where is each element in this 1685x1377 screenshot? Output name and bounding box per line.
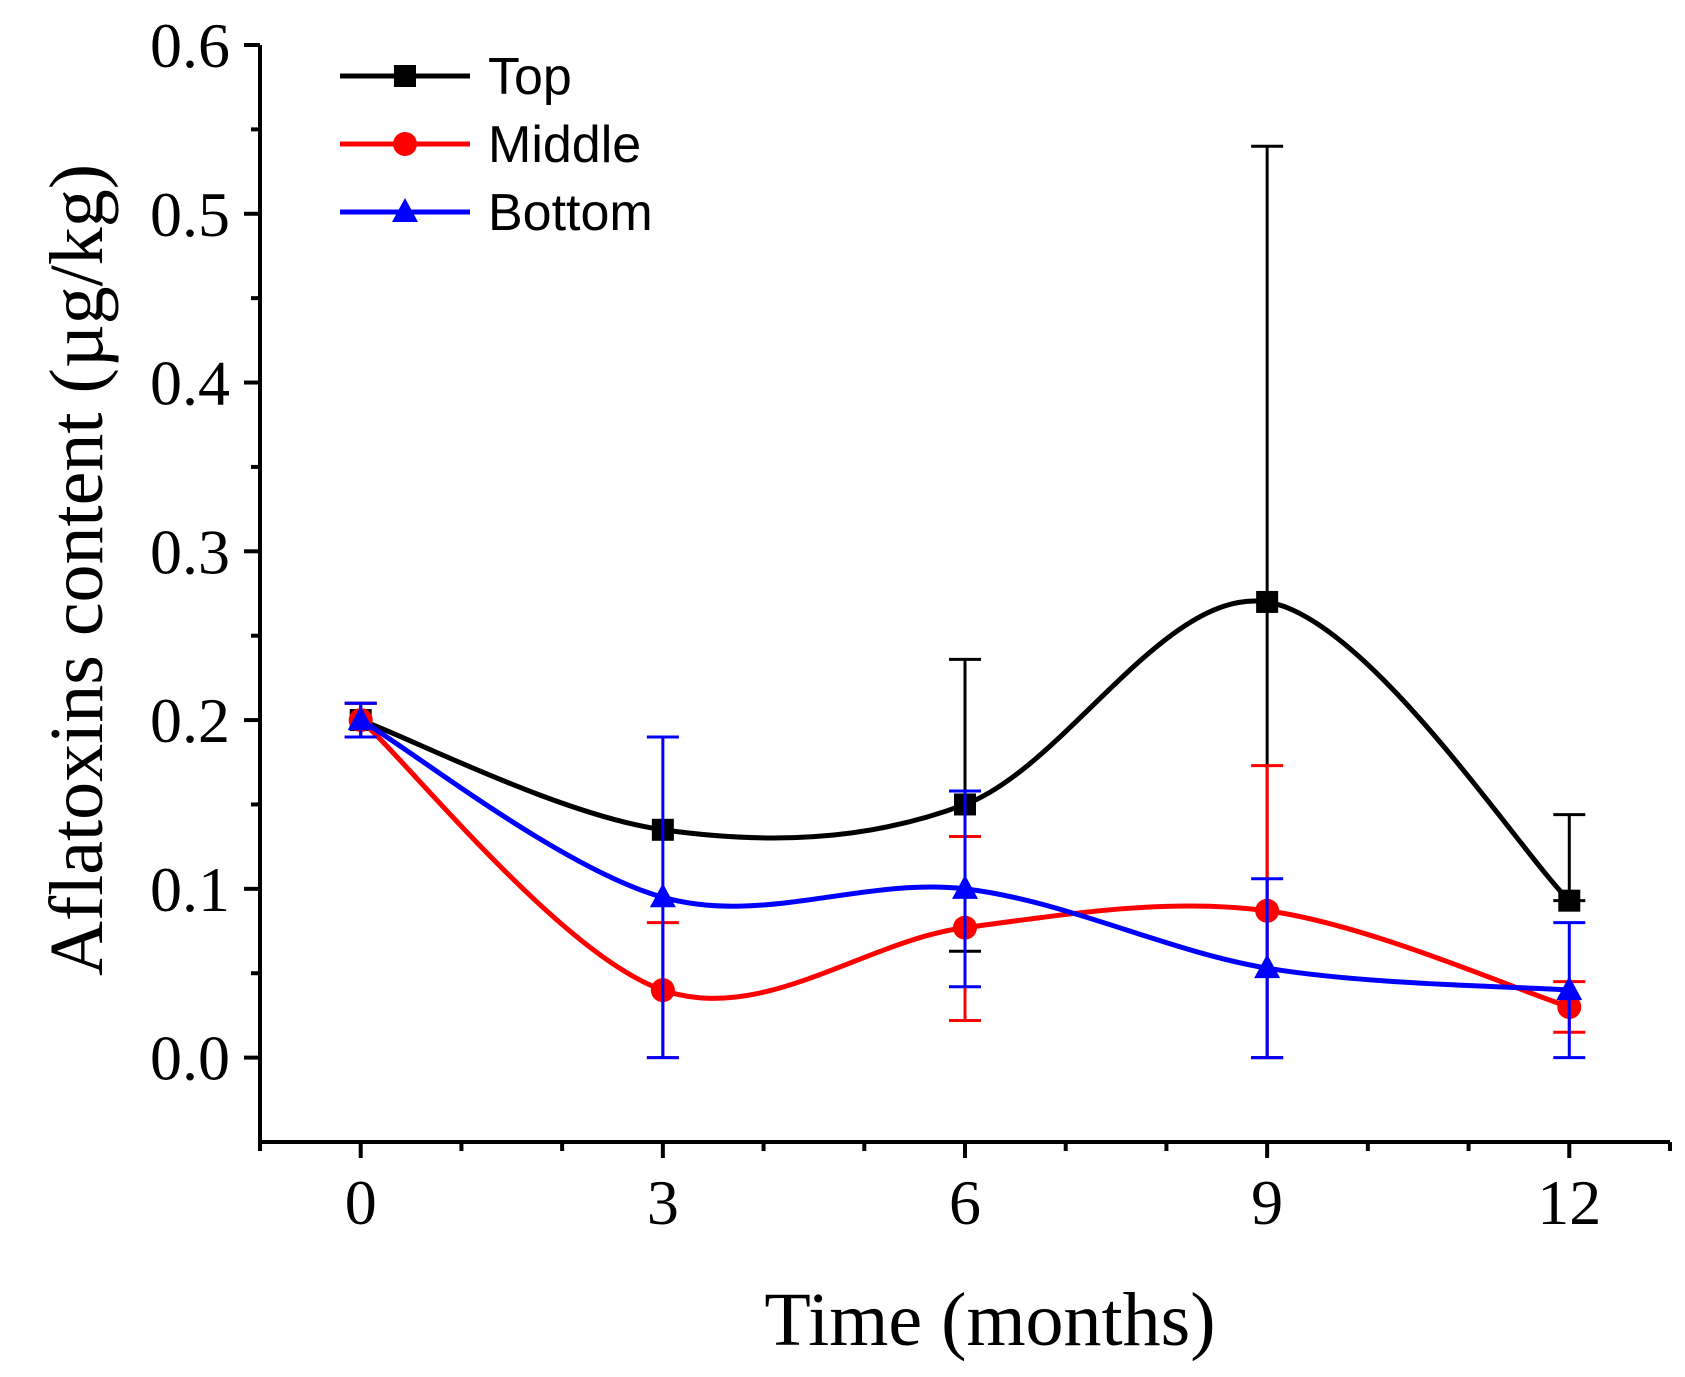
x-tick-label: 12 xyxy=(1537,1167,1601,1238)
data-point xyxy=(1254,954,1281,979)
x-tick-label: 9 xyxy=(1251,1167,1283,1238)
legend-item: Top xyxy=(340,48,572,106)
legend-label: Bottom xyxy=(488,184,653,242)
legend: Top Middle Bottom xyxy=(340,48,653,242)
x-tick-label: 3 xyxy=(647,1167,679,1238)
data-point xyxy=(347,706,374,731)
y-axis-title: Aflatoxins content (µg/kg) xyxy=(35,164,119,976)
series-line xyxy=(359,718,1571,1010)
y-tick-label: 0.1 xyxy=(150,854,230,925)
series-layer xyxy=(344,144,1586,1060)
series-bottom xyxy=(344,701,1586,1060)
legend-label: Top xyxy=(488,48,572,106)
y-tick-label: 0.5 xyxy=(150,179,230,250)
x-axis-title: Time (months) xyxy=(764,1278,1215,1362)
legend-marker xyxy=(392,198,418,222)
data-point xyxy=(1558,889,1581,912)
y-tick-label: 0.4 xyxy=(150,348,230,419)
y-tick-label: 0.0 xyxy=(150,1023,230,1094)
legend-item: Middle xyxy=(340,116,641,174)
y-tick-label: 0.2 xyxy=(150,685,230,756)
legend-item: Bottom xyxy=(340,184,653,242)
data-point xyxy=(1256,590,1279,613)
x-tick-label: 6 xyxy=(949,1167,981,1238)
legend-marker xyxy=(393,132,417,156)
data-point xyxy=(1556,976,1583,1001)
legend-label: Middle xyxy=(488,116,641,174)
data-point xyxy=(952,874,978,899)
legend-marker xyxy=(394,65,416,87)
y-tick-label: 0.6 xyxy=(150,10,230,81)
series-line xyxy=(359,598,1572,903)
ticks-layer: 0.0 0.1 0.2 0.3 0.4 0.5 0.6 0 3 6 9 12 xyxy=(150,10,1672,1238)
data-point xyxy=(649,883,676,908)
x-tick-label: 0 xyxy=(345,1167,377,1238)
y-tick-label: 0.3 xyxy=(150,516,230,587)
